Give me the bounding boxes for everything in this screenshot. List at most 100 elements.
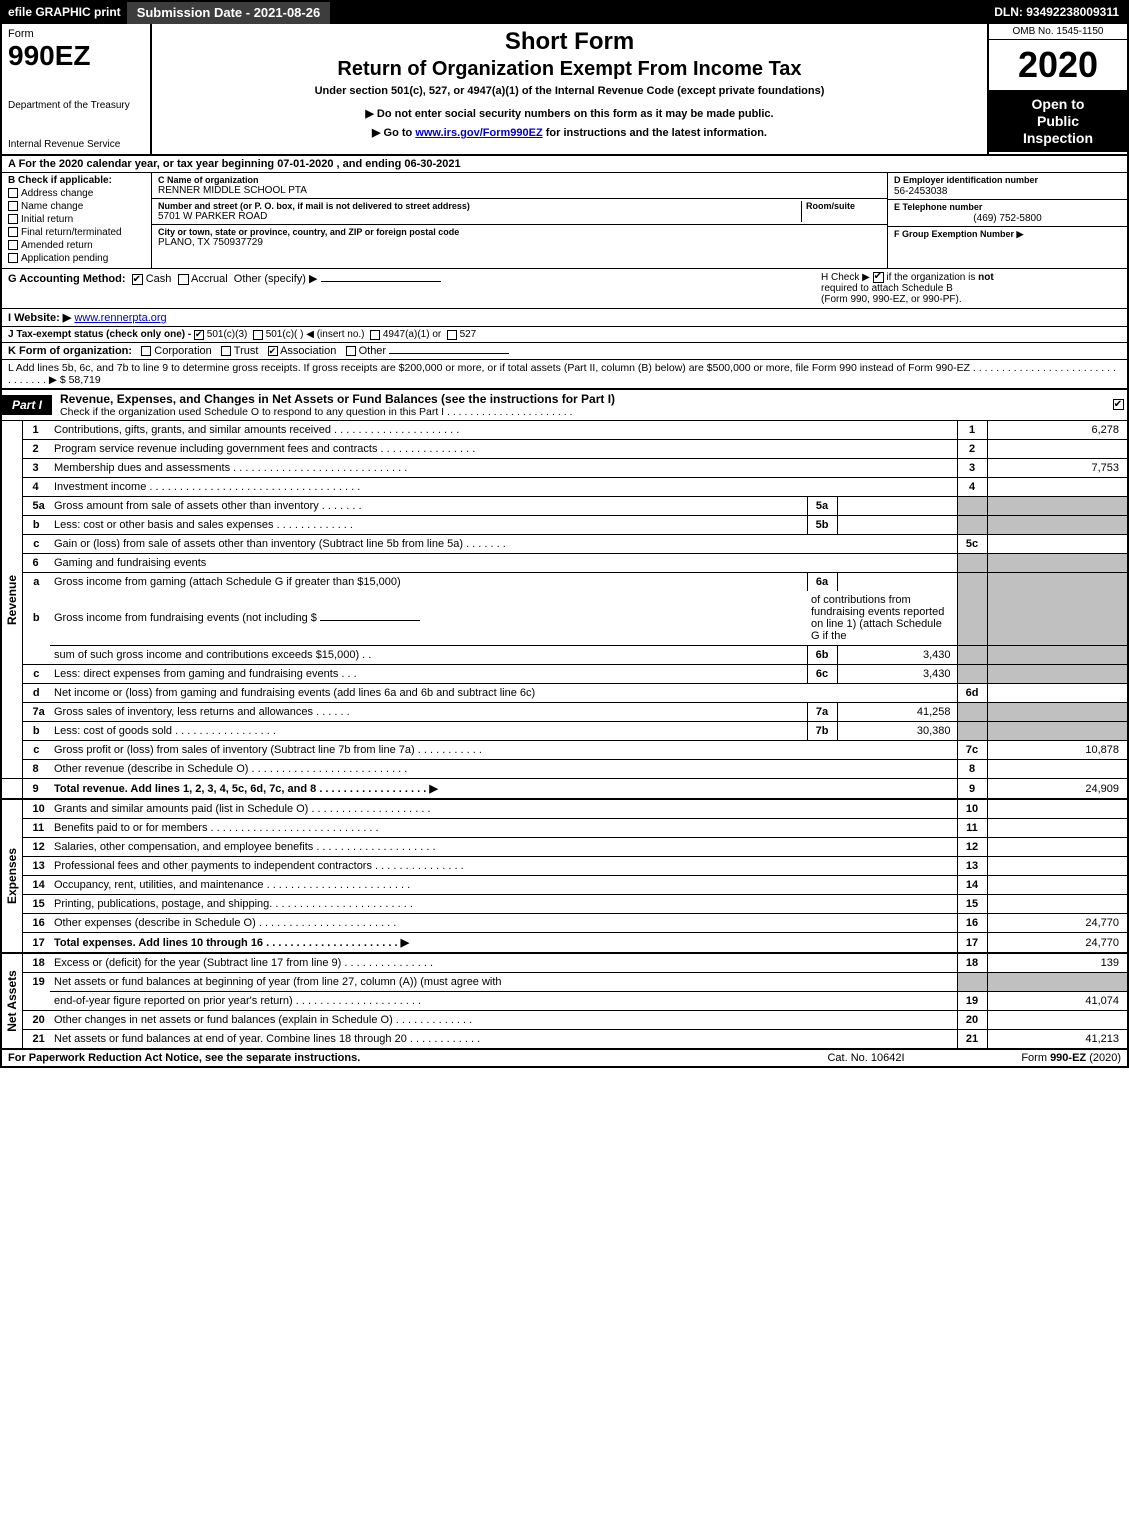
ln5b-mv xyxy=(837,516,957,535)
cb-501c[interactable] xyxy=(253,330,263,340)
lab-trust: Trust xyxy=(234,345,259,357)
ln13-ln: 13 xyxy=(957,857,987,876)
line-6c: c Less: direct expenses from gaming and … xyxy=(2,665,1127,684)
cb-label-5: Application pending xyxy=(21,253,108,264)
website-link[interactable]: www.rennerpta.org xyxy=(74,312,166,324)
part-1-check[interactable] xyxy=(1109,399,1127,412)
ln6a-val xyxy=(987,573,1127,592)
line-19-2: end-of-year figure reported on prior yea… xyxy=(2,992,1127,1011)
cb-501c3[interactable] xyxy=(194,330,204,340)
ln5a-ln xyxy=(957,497,987,516)
ln17-num: 17 xyxy=(22,933,50,954)
ln19-val-sh xyxy=(987,973,1127,992)
ln20-desc: Other changes in net assets or fund bala… xyxy=(50,1011,957,1030)
col-c: C Name of organization RENNER MIDDLE SCH… xyxy=(152,173,887,268)
lab-phone: E Telephone number xyxy=(894,202,1121,212)
ln21-val: 41,213 xyxy=(987,1030,1127,1049)
ln10-val xyxy=(987,799,1127,819)
omb-number: OMB No. 1545-1150 xyxy=(989,24,1127,40)
ln7b-num: b xyxy=(22,722,50,741)
row-h: H Check ▶ if the organization is not req… xyxy=(821,272,1121,305)
lab-527: 527 xyxy=(460,329,477,340)
line-18: Net Assets 18 Excess or (deficit) for th… xyxy=(2,953,1127,973)
ln4-ln: 4 xyxy=(957,478,987,497)
other-org-blank[interactable] xyxy=(389,353,509,354)
ln18-ln: 18 xyxy=(957,953,987,973)
cb-accrual[interactable] xyxy=(178,274,189,285)
ln13-desc: Professional fees and other payments to … xyxy=(50,857,957,876)
cell-phone: E Telephone number (469) 752-5800 xyxy=(888,200,1127,227)
cb-527[interactable] xyxy=(447,330,457,340)
side-expenses-text: Expenses xyxy=(5,848,19,904)
ln12-val xyxy=(987,838,1127,857)
line-13: 13Professional fees and other payments t… xyxy=(2,857,1127,876)
line-7b: b Less: cost of goods sold . . . . . . .… xyxy=(2,722,1127,741)
open-line2: Public xyxy=(993,113,1123,130)
ln6b-desc1: Gross income from fundraising events (no… xyxy=(50,591,807,646)
cb-final-return[interactable]: Final return/terminated xyxy=(8,227,145,238)
i-label: I Website: ▶ xyxy=(8,312,71,324)
ln5c-val xyxy=(987,535,1127,554)
ln14-val xyxy=(987,876,1127,895)
ln10-num: 10 xyxy=(22,799,50,819)
ln6b-ln-sh2 xyxy=(957,646,987,665)
ln6b-mv: 3,430 xyxy=(837,646,957,665)
ln6-desc: Gaming and fundraising events xyxy=(50,554,957,573)
cb-amended-return[interactable]: Amended return xyxy=(8,240,145,251)
cb-trust[interactable] xyxy=(221,346,231,356)
lab-501c3: 501(c)(3) xyxy=(207,329,248,340)
cell-group-exemption: F Group Exemption Number ▶ xyxy=(888,227,1127,242)
ln6b-d1: Gross income from fundraising events (no… xyxy=(54,612,317,624)
cb-cash[interactable] xyxy=(132,274,143,285)
cb-label-3: Final return/terminated xyxy=(21,227,122,238)
cb-label-1: Name change xyxy=(21,201,83,212)
ln6b-blank[interactable] xyxy=(320,620,420,621)
other-blank[interactable] xyxy=(321,281,441,282)
irs-link[interactable]: www.irs.gov/Form990EZ xyxy=(415,127,542,139)
lab-other: Other (specify) ▶ xyxy=(234,273,318,285)
k-label: K Form of organization: xyxy=(8,345,132,357)
ln7a-mv: 41,258 xyxy=(837,703,957,722)
lab-org-name: C Name of organization xyxy=(158,175,881,185)
lab-accrual: Accrual xyxy=(191,273,228,285)
lab-corp: Corporation xyxy=(154,345,211,357)
cb-corp[interactable] xyxy=(141,346,151,356)
cb-name-change[interactable]: Name change xyxy=(8,201,145,212)
line-16: 16Other expenses (describe in Schedule O… xyxy=(2,914,1127,933)
ln3-desc: Membership dues and assessments . . . . … xyxy=(50,459,957,478)
cb-application-pending[interactable]: Application pending xyxy=(8,253,145,264)
ln9-num: 9 xyxy=(22,779,50,800)
cb-initial-return[interactable]: Initial return xyxy=(8,214,145,225)
form-wrapper: efile GRAPHIC print Submission Date - 20… xyxy=(0,0,1129,1068)
ln19-val: 41,074 xyxy=(987,992,1127,1011)
side-revenue-text: Revenue xyxy=(5,575,19,625)
ln5c-ln: 5c xyxy=(957,535,987,554)
val-city: PLANO, TX 750937729 xyxy=(158,237,881,248)
ln11-num: 11 xyxy=(22,819,50,838)
ln18-num: 18 xyxy=(22,953,50,973)
cb-assoc[interactable] xyxy=(268,346,278,356)
lab-group-exemption: F Group Exemption Number ▶ xyxy=(894,229,1121,240)
cb-other-org[interactable] xyxy=(346,346,356,356)
ln5c-num: c xyxy=(22,535,50,554)
efile-label: efile GRAPHIC print xyxy=(2,2,127,24)
ln10-desc: Grants and similar amounts paid (list in… xyxy=(50,799,957,819)
cb-h[interactable] xyxy=(873,272,884,283)
ln13-val xyxy=(987,857,1127,876)
ln1-val: 6,278 xyxy=(987,421,1127,440)
cb-4947[interactable] xyxy=(370,330,380,340)
lab-ein: D Employer identification number xyxy=(894,175,1121,185)
ln6b-val-sh2 xyxy=(987,646,1127,665)
ln12-ln: 12 xyxy=(957,838,987,857)
side-expenses: Expenses xyxy=(2,799,22,953)
ln3-ln: 3 xyxy=(957,459,987,478)
cb-address-change[interactable]: Address change xyxy=(8,188,145,199)
note-no-ssn: ▶ Do not enter social security numbers o… xyxy=(160,107,979,120)
ln15-ln: 15 xyxy=(957,895,987,914)
ln6a-desc: Gross income from gaming (attach Schedul… xyxy=(50,573,807,592)
cell-city: City or town, state or province, country… xyxy=(152,225,887,250)
ln9-val: 24,909 xyxy=(987,779,1127,800)
header-left: Form 990EZ Department of the Treasury In… xyxy=(2,24,152,154)
ln17-desc: Total expenses. Add lines 10 through 16 … xyxy=(50,933,957,954)
goto-pre: ▶ Go to xyxy=(372,127,415,139)
